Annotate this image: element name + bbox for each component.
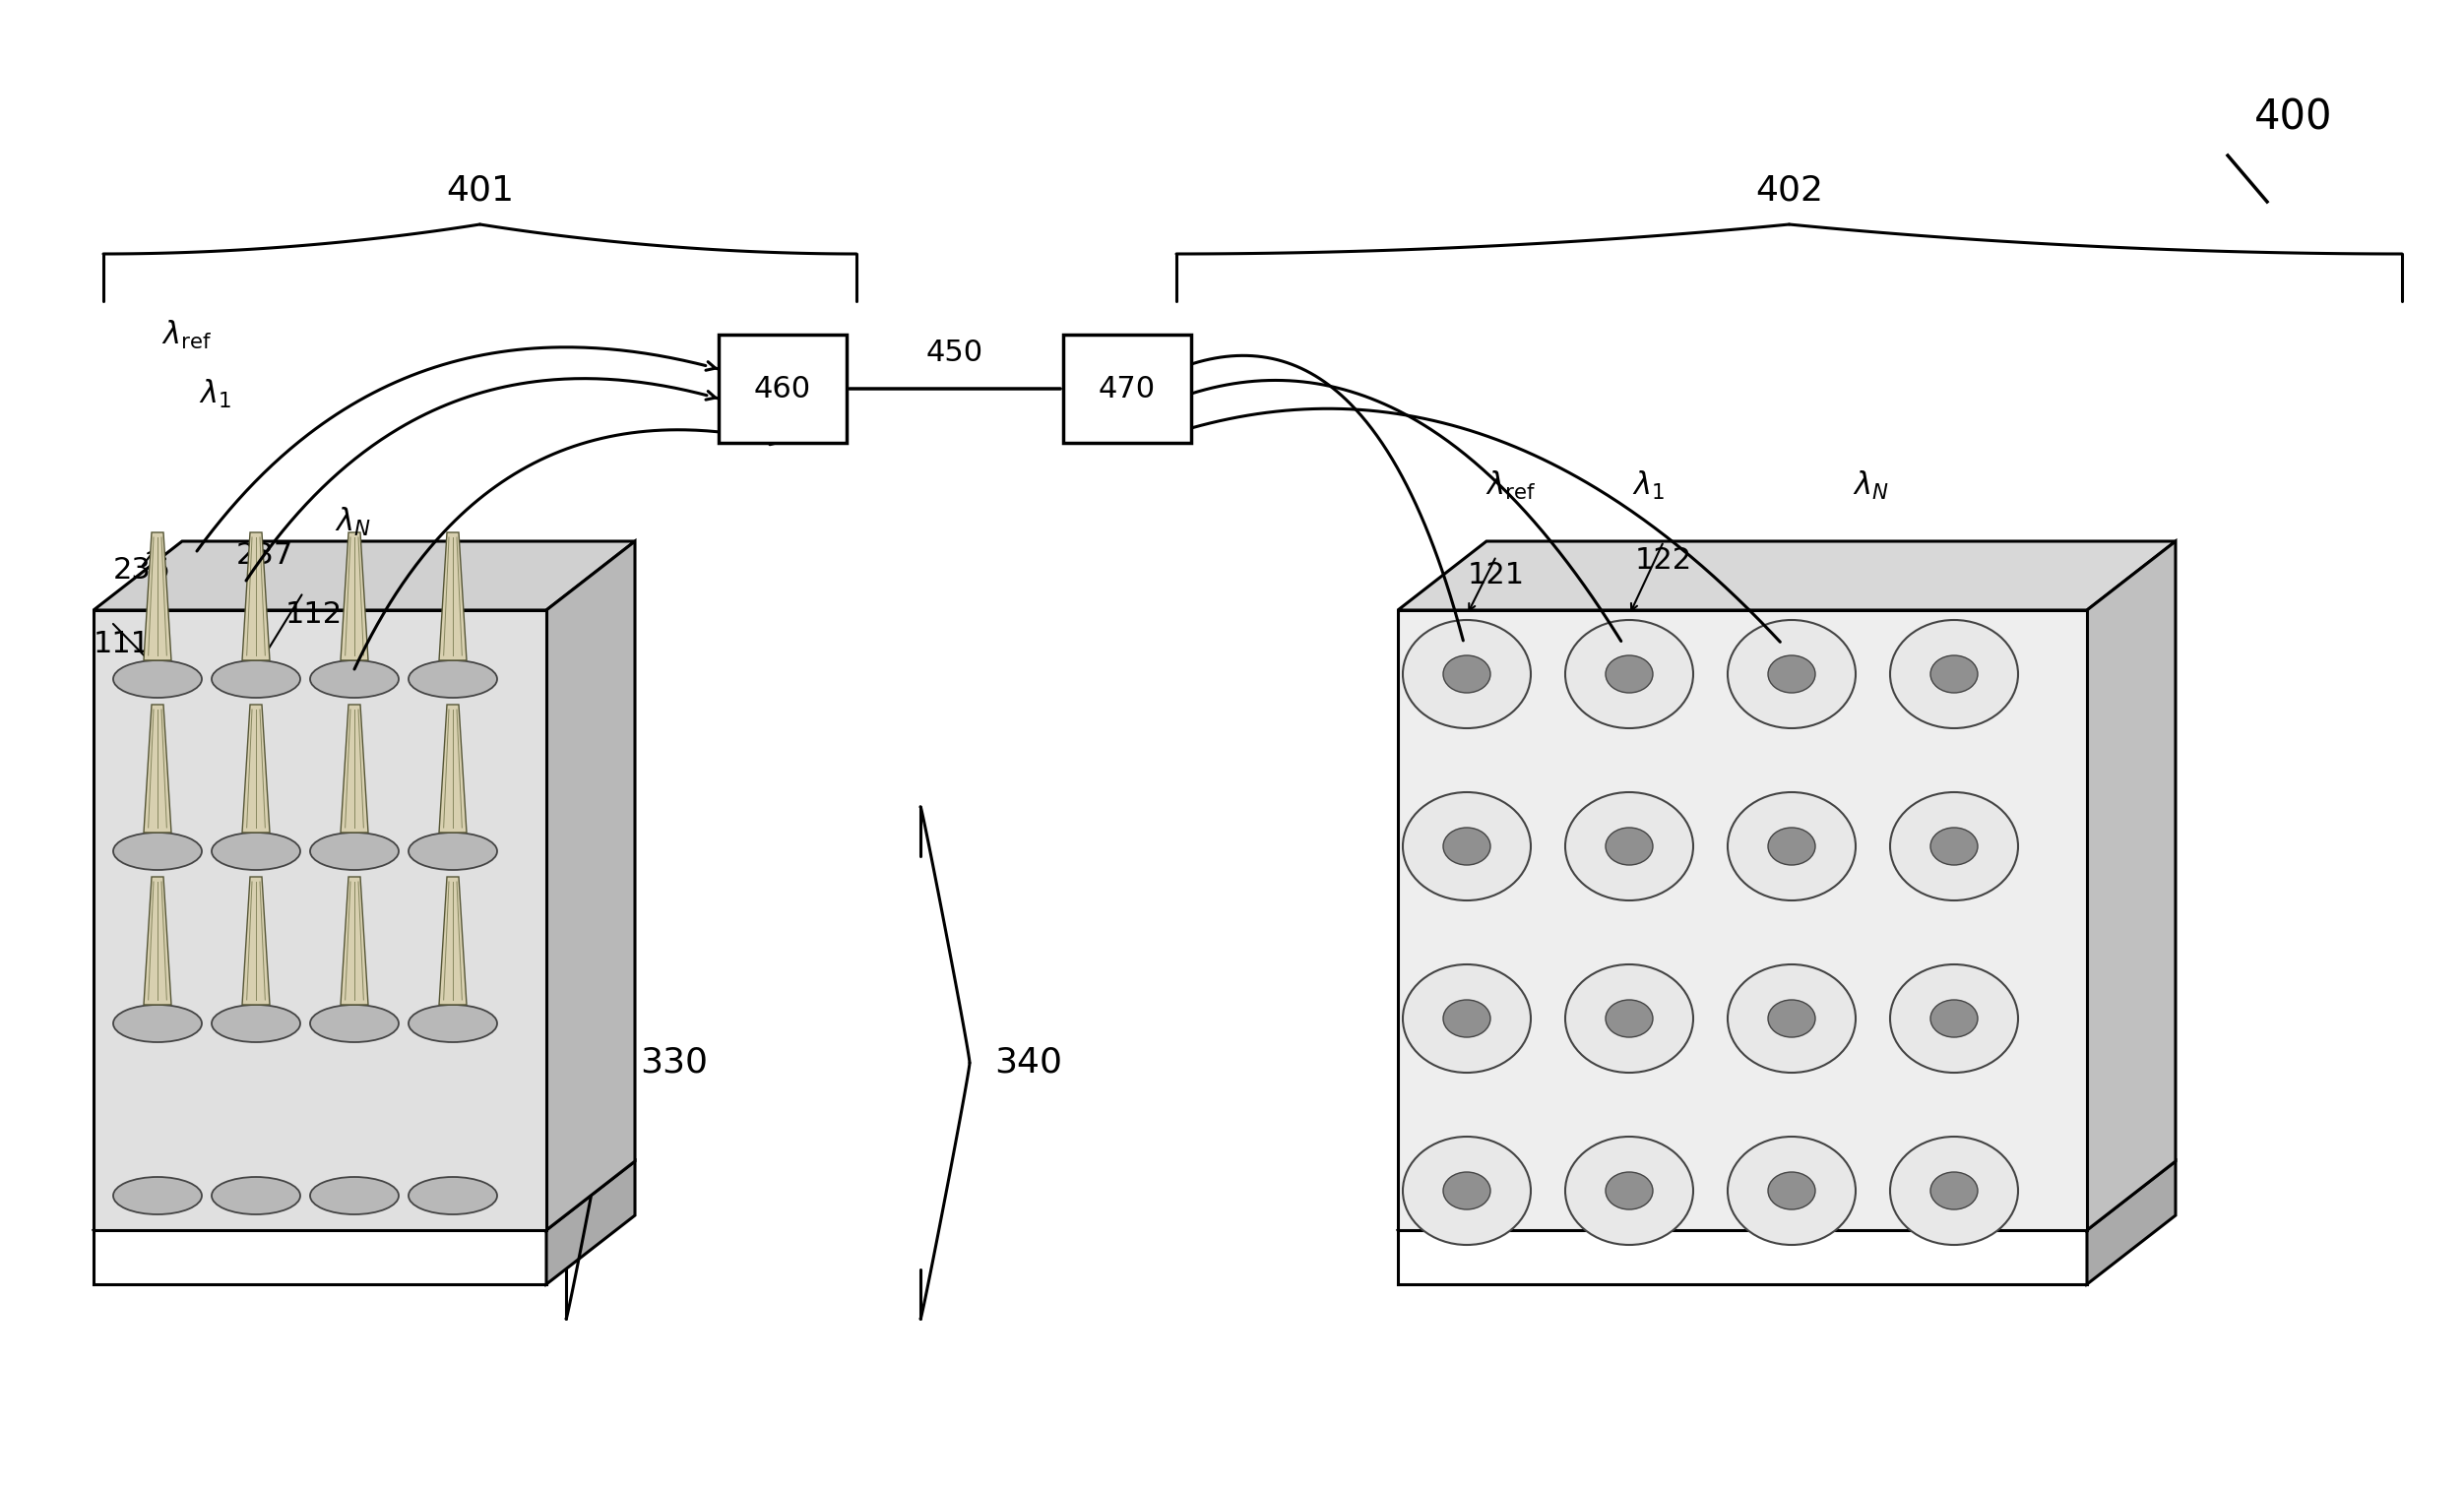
- Ellipse shape: [1727, 792, 1855, 900]
- Text: $\lambda_\mathrm{ref}$: $\lambda_\mathrm{ref}$: [160, 318, 212, 350]
- Polygon shape: [340, 533, 367, 661]
- Text: 340: 340: [995, 1045, 1062, 1080]
- Text: 450: 450: [926, 339, 983, 367]
- Text: 402: 402: [1754, 174, 1823, 206]
- Ellipse shape: [113, 661, 202, 698]
- Text: 111: 111: [94, 630, 150, 658]
- Text: 470: 470: [1099, 374, 1156, 402]
- Ellipse shape: [1402, 792, 1530, 900]
- Ellipse shape: [310, 1178, 399, 1215]
- Ellipse shape: [1929, 655, 1979, 693]
- Ellipse shape: [1444, 999, 1491, 1037]
- Ellipse shape: [1444, 827, 1491, 866]
- Text: 460: 460: [754, 374, 811, 402]
- Polygon shape: [143, 876, 172, 1005]
- Text: 400: 400: [2255, 97, 2333, 138]
- Polygon shape: [94, 1161, 636, 1230]
- Text: $\lambda_\mathrm{ref}$: $\lambda_\mathrm{ref}$: [1486, 469, 1538, 502]
- Polygon shape: [547, 541, 636, 1230]
- Polygon shape: [241, 876, 269, 1005]
- Ellipse shape: [1565, 1136, 1693, 1244]
- Polygon shape: [439, 533, 466, 661]
- Polygon shape: [439, 876, 466, 1005]
- Ellipse shape: [1769, 999, 1816, 1037]
- Ellipse shape: [409, 661, 498, 698]
- Polygon shape: [143, 533, 172, 661]
- Ellipse shape: [1727, 1136, 1855, 1244]
- Ellipse shape: [310, 661, 399, 698]
- Polygon shape: [2087, 1161, 2176, 1285]
- Bar: [1062, 334, 1190, 443]
- Ellipse shape: [1607, 827, 1653, 866]
- Ellipse shape: [1890, 619, 2018, 728]
- Polygon shape: [1397, 610, 2087, 1230]
- Text: $\lambda_N$: $\lambda_N$: [335, 505, 372, 538]
- Text: 236: 236: [113, 555, 170, 585]
- Polygon shape: [143, 704, 172, 833]
- Ellipse shape: [310, 833, 399, 870]
- Polygon shape: [94, 610, 547, 1230]
- Ellipse shape: [1565, 619, 1693, 728]
- Ellipse shape: [1565, 964, 1693, 1072]
- Polygon shape: [1397, 1161, 2176, 1230]
- Ellipse shape: [113, 833, 202, 870]
- Ellipse shape: [1565, 792, 1693, 900]
- Text: 112: 112: [286, 600, 342, 628]
- Ellipse shape: [212, 1005, 301, 1042]
- Ellipse shape: [310, 1005, 399, 1042]
- Ellipse shape: [113, 1178, 202, 1215]
- Polygon shape: [340, 704, 367, 833]
- Bar: [719, 334, 848, 443]
- Ellipse shape: [1444, 1172, 1491, 1209]
- Polygon shape: [340, 876, 367, 1005]
- Text: 121: 121: [1469, 561, 1525, 590]
- Ellipse shape: [409, 1178, 498, 1215]
- Ellipse shape: [1769, 827, 1816, 866]
- Ellipse shape: [1402, 1136, 1530, 1244]
- Text: 401: 401: [446, 174, 515, 206]
- Ellipse shape: [409, 1005, 498, 1042]
- Ellipse shape: [1402, 964, 1530, 1072]
- Polygon shape: [2087, 541, 2176, 1230]
- Text: 330: 330: [641, 1045, 707, 1080]
- Polygon shape: [1397, 541, 2176, 610]
- Ellipse shape: [1890, 964, 2018, 1072]
- Ellipse shape: [1727, 619, 1855, 728]
- Ellipse shape: [1769, 655, 1816, 693]
- Text: $\lambda_1$: $\lambda_1$: [200, 377, 232, 410]
- Polygon shape: [241, 533, 269, 661]
- Text: 122: 122: [1636, 546, 1693, 575]
- Ellipse shape: [113, 1005, 202, 1042]
- Text: $\lambda_1$: $\lambda_1$: [1634, 469, 1666, 502]
- Polygon shape: [241, 704, 269, 833]
- Ellipse shape: [1607, 1172, 1653, 1209]
- Ellipse shape: [212, 661, 301, 698]
- Text: 237: 237: [237, 541, 293, 570]
- Ellipse shape: [1929, 1172, 1979, 1209]
- Ellipse shape: [212, 1178, 301, 1215]
- Ellipse shape: [212, 833, 301, 870]
- Ellipse shape: [1769, 1172, 1816, 1209]
- Polygon shape: [547, 1161, 636, 1285]
- Ellipse shape: [1890, 792, 2018, 900]
- Ellipse shape: [1607, 999, 1653, 1037]
- Ellipse shape: [1890, 1136, 2018, 1244]
- Text: $\lambda_N$: $\lambda_N$: [1853, 469, 1887, 502]
- Ellipse shape: [1929, 999, 1979, 1037]
- Ellipse shape: [1444, 655, 1491, 693]
- Ellipse shape: [1929, 827, 1979, 866]
- Ellipse shape: [409, 833, 498, 870]
- Polygon shape: [94, 541, 636, 610]
- Ellipse shape: [1727, 964, 1855, 1072]
- Ellipse shape: [1402, 619, 1530, 728]
- Polygon shape: [439, 704, 466, 833]
- Ellipse shape: [1607, 655, 1653, 693]
